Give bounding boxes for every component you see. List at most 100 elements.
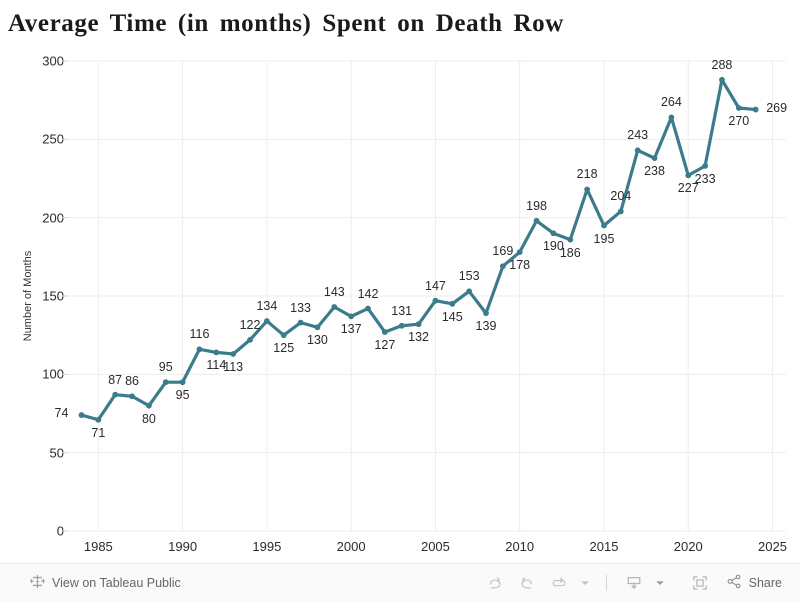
data-point-marker[interactable] bbox=[95, 416, 102, 423]
data-point-marker[interactable] bbox=[348, 313, 355, 320]
data-point-label: 139 bbox=[475, 319, 497, 334]
data-point-marker[interactable] bbox=[314, 324, 321, 331]
data-point-marker[interactable] bbox=[196, 346, 203, 353]
gridlines bbox=[62, 60, 786, 532]
data-point-marker[interactable] bbox=[668, 114, 675, 121]
y-tick-label: 100 bbox=[42, 366, 64, 382]
data-point-marker[interactable] bbox=[483, 310, 489, 317]
x-tick-label: 2010 bbox=[505, 539, 535, 554]
data-point-marker[interactable] bbox=[146, 402, 152, 409]
data-point-marker[interactable] bbox=[280, 332, 287, 339]
redo-icon[interactable] bbox=[513, 570, 541, 596]
data-point-marker[interactable] bbox=[365, 305, 371, 312]
data-point-label: 95 bbox=[175, 388, 190, 403]
data-point-marker[interactable] bbox=[179, 379, 186, 386]
data-point-label: 204 bbox=[610, 189, 632, 204]
view-on-tableau-public-label: View on Tableau Public bbox=[52, 575, 181, 590]
reset-chevron-down-icon[interactable] bbox=[577, 570, 593, 596]
y-tick-label: 150 bbox=[42, 288, 64, 304]
page-title: Average Time (in months) Spent on Death … bbox=[8, 10, 564, 37]
data-point-marker[interactable] bbox=[112, 391, 119, 398]
data-point-label: 143 bbox=[323, 284, 345, 299]
data-point-marker[interactable] bbox=[719, 76, 725, 83]
data-point-marker[interactable] bbox=[516, 249, 523, 256]
data-point-marker[interactable] bbox=[685, 172, 692, 179]
viz-toolbar: View on Tableau Public bbox=[0, 563, 800, 601]
download-chevron-down-icon[interactable] bbox=[652, 570, 668, 596]
data-point-label: 153 bbox=[458, 269, 480, 284]
data-point-marker[interactable] bbox=[78, 412, 85, 418]
series-markers bbox=[78, 76, 759, 423]
share-icon bbox=[726, 573, 743, 593]
data-point-marker[interactable] bbox=[466, 288, 473, 295]
data-point-label: 134 bbox=[256, 299, 278, 314]
data-point-label: 218 bbox=[576, 167, 598, 182]
data-point-marker[interactable] bbox=[567, 236, 574, 243]
undo-icon[interactable] bbox=[481, 570, 509, 596]
data-point-label: 288 bbox=[711, 57, 733, 72]
data-point-label: 198 bbox=[526, 198, 547, 213]
x-tick-label: 1990 bbox=[168, 539, 198, 554]
data-point-label: 145 bbox=[441, 309, 463, 324]
data-point-marker[interactable] bbox=[213, 349, 220, 356]
data-point-label: 147 bbox=[424, 278, 446, 293]
data-point-label: 270 bbox=[728, 114, 750, 128]
tableau-viz-container: Average Time (in months) Spent on Death … bbox=[0, 10, 800, 591]
data-point-marker[interactable] bbox=[499, 263, 506, 270]
data-point-marker[interactable] bbox=[601, 222, 607, 229]
data-point-marker[interactable] bbox=[735, 105, 742, 111]
fullscreen-icon[interactable] bbox=[686, 570, 714, 596]
data-point-label: 95 bbox=[158, 360, 173, 375]
data-point-label: 122 bbox=[239, 317, 261, 332]
data-point-label: 243 bbox=[627, 128, 649, 143]
data-point-marker[interactable] bbox=[752, 106, 759, 113]
data-point-marker[interactable] bbox=[129, 393, 135, 400]
data-point-marker[interactable] bbox=[617, 208, 624, 215]
data-point-marker[interactable] bbox=[533, 217, 540, 224]
data-point-label: 269 bbox=[766, 100, 788, 115]
x-tick-label: 2000 bbox=[336, 539, 366, 554]
reset-icon[interactable] bbox=[545, 570, 573, 596]
data-point-marker[interactable] bbox=[651, 155, 658, 162]
data-point-marker[interactable] bbox=[449, 300, 456, 307]
data-point-marker[interactable] bbox=[230, 351, 237, 357]
data-point-marker[interactable] bbox=[162, 379, 169, 386]
data-point-label: 74 bbox=[54, 406, 69, 421]
data-point-label: 80 bbox=[141, 411, 156, 426]
data-point-marker[interactable] bbox=[702, 163, 708, 169]
data-point-marker[interactable] bbox=[398, 322, 405, 329]
share-label: Share bbox=[748, 575, 782, 590]
data-point-label: 195 bbox=[593, 231, 615, 246]
data-point-marker[interactable] bbox=[331, 304, 338, 310]
data-point-marker[interactable] bbox=[247, 336, 253, 343]
x-tick-label: 1985 bbox=[83, 539, 113, 554]
data-point-marker[interactable] bbox=[634, 147, 641, 154]
data-point-marker[interactable] bbox=[263, 318, 270, 324]
y-tick-label: 250 bbox=[42, 131, 64, 147]
data-point-label: 71 bbox=[91, 425, 106, 440]
data-point-label: 133 bbox=[290, 300, 312, 315]
plot-area: Number of Months 0 50 100 150 200 250 300 1985… bbox=[0, 50, 800, 555]
data-point-marker[interactable] bbox=[550, 230, 557, 237]
data-point-label: 114 bbox=[206, 358, 227, 373]
data-point-label: 186 bbox=[559, 245, 581, 260]
data-point-label: 169 bbox=[492, 244, 514, 259]
download-icon[interactable] bbox=[620, 570, 648, 596]
data-point-label: 131 bbox=[391, 303, 413, 318]
data-point-label: 87 bbox=[108, 372, 123, 387]
view-on-tableau-public-link[interactable]: View on Tableau Public bbox=[29, 574, 181, 592]
data-point-marker[interactable] bbox=[432, 297, 439, 304]
y-tick-label: 200 bbox=[42, 210, 64, 226]
data-point-label: 113 bbox=[223, 359, 244, 374]
toolbar-actions: Share bbox=[481, 570, 782, 596]
data-point-marker[interactable] bbox=[584, 186, 591, 193]
data-point-label: 125 bbox=[273, 341, 295, 356]
data-point-marker[interactable] bbox=[297, 319, 304, 326]
data-point-label: 264 bbox=[660, 95, 682, 110]
x-tick-label: 2005 bbox=[420, 539, 450, 554]
x-tick-label: 2015 bbox=[589, 539, 619, 554]
data-point-marker[interactable] bbox=[381, 329, 388, 335]
y-axis-ticks: 0 50 100 150 200 250 300 bbox=[18, 50, 64, 550]
share-button[interactable]: Share bbox=[726, 573, 782, 593]
data-point-marker[interactable] bbox=[415, 321, 422, 328]
